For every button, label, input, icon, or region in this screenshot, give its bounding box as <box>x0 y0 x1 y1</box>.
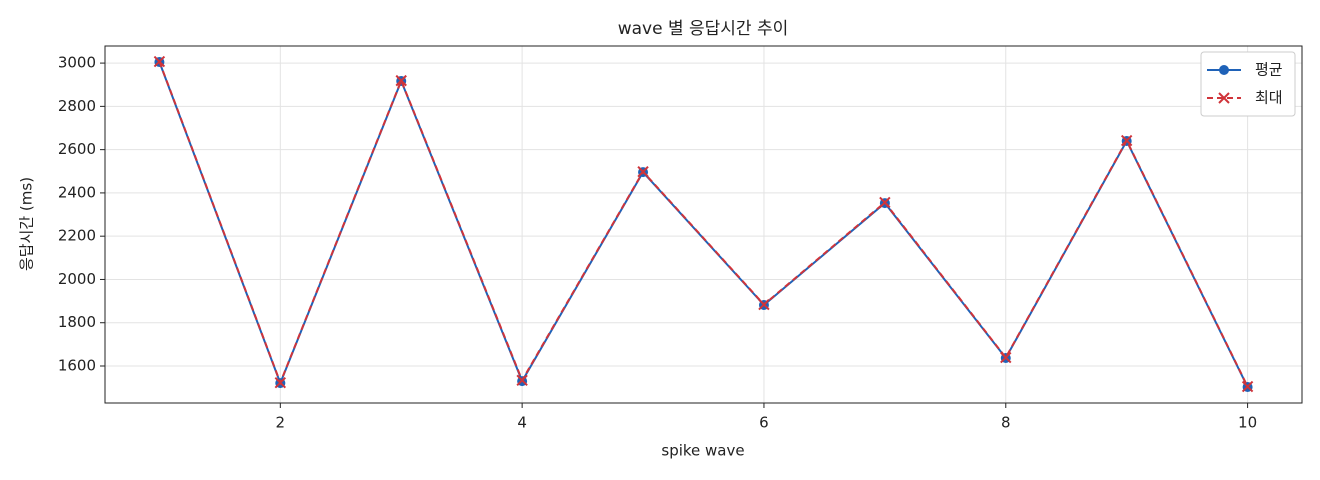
x-tick-label: 10 <box>1238 414 1257 432</box>
y-tick-label: 2800 <box>58 97 96 115</box>
marker <box>516 374 528 386</box>
marker <box>1241 380 1254 393</box>
y-tick-label: 2400 <box>58 183 96 201</box>
marker <box>1000 351 1012 364</box>
y-tick-label: 1600 <box>58 357 96 375</box>
x-tick-label: 4 <box>517 414 527 432</box>
marker <box>1120 134 1133 147</box>
y-axis-label: 응답시간 (ms) <box>18 177 36 271</box>
marker <box>879 196 891 209</box>
marker <box>637 165 649 178</box>
y-tick-label: 2600 <box>58 140 96 158</box>
series-line <box>158 61 1249 388</box>
y-tick-label: 3000 <box>58 54 96 72</box>
y-tick-label: 2000 <box>58 270 96 288</box>
y-tick-label: 1800 <box>58 313 96 331</box>
legend-marker <box>1219 65 1229 75</box>
legend-label: 최대 <box>1255 89 1283 107</box>
series-line <box>158 61 1249 387</box>
y-tick-label: 2200 <box>58 227 96 245</box>
marker <box>395 74 407 87</box>
x-tick-label: 2 <box>276 414 286 432</box>
chart-title: wave 별 응답시간 추이 <box>618 19 789 39</box>
plot-frame <box>104 45 1303 404</box>
marker <box>274 376 287 389</box>
x-tick-label: 8 <box>1001 414 1011 432</box>
legend-marker <box>1218 92 1230 104</box>
legend-label: 평균 <box>1255 61 1283 79</box>
x-axis-label: spike wave <box>661 442 744 460</box>
x-tick-label: 6 <box>759 414 769 432</box>
marker <box>758 298 770 311</box>
marker <box>153 55 166 68</box>
